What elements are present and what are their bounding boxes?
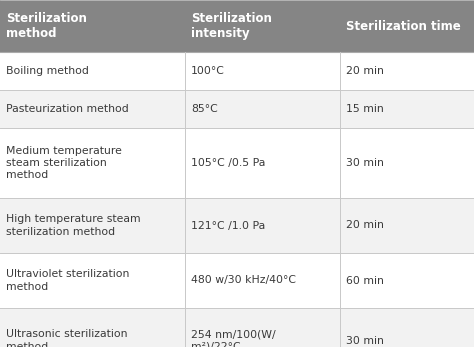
Text: 85°C: 85°C — [191, 104, 218, 114]
Bar — [0, 253, 474, 308]
Text: Ultraviolet sterilization
method: Ultraviolet sterilization method — [6, 269, 129, 292]
Text: 20 min: 20 min — [346, 66, 384, 76]
Bar — [0, 308, 474, 347]
Text: Sterilization
intensity: Sterilization intensity — [191, 12, 272, 40]
Bar — [0, 0, 185, 52]
Text: High temperature steam
sterilization method: High temperature steam sterilization met… — [6, 214, 141, 237]
Text: 480 w/30 kHz/40°C: 480 w/30 kHz/40°C — [191, 276, 296, 286]
Text: Ultrasonic sterilization
method: Ultrasonic sterilization method — [6, 329, 128, 347]
Text: 20 min: 20 min — [346, 220, 384, 230]
Text: 254 nm/100(W/
m²)/22°C: 254 nm/100(W/ m²)/22°C — [191, 329, 275, 347]
Bar — [0, 52, 474, 90]
Text: 15 min: 15 min — [346, 104, 384, 114]
Text: Sterilization time: Sterilization time — [346, 19, 461, 33]
Text: 105°C /0.5 Pa: 105°C /0.5 Pa — [191, 158, 265, 168]
Bar — [0, 90, 474, 128]
Bar — [0, 198, 474, 253]
Text: Sterilization
method: Sterilization method — [6, 12, 87, 40]
Bar — [340, 0, 474, 52]
Text: 30 min: 30 min — [346, 158, 384, 168]
Text: 30 min: 30 min — [346, 336, 384, 346]
Text: Medium temperature
steam sterilization
method: Medium temperature steam sterilization m… — [6, 146, 122, 180]
Text: Boiling method: Boiling method — [6, 66, 89, 76]
Bar — [0, 128, 474, 198]
Text: 60 min: 60 min — [346, 276, 384, 286]
Text: 121°C /1.0 Pa: 121°C /1.0 Pa — [191, 220, 265, 230]
Text: 100°C: 100°C — [191, 66, 225, 76]
Bar — [185, 0, 340, 52]
Text: Pasteurization method: Pasteurization method — [6, 104, 129, 114]
